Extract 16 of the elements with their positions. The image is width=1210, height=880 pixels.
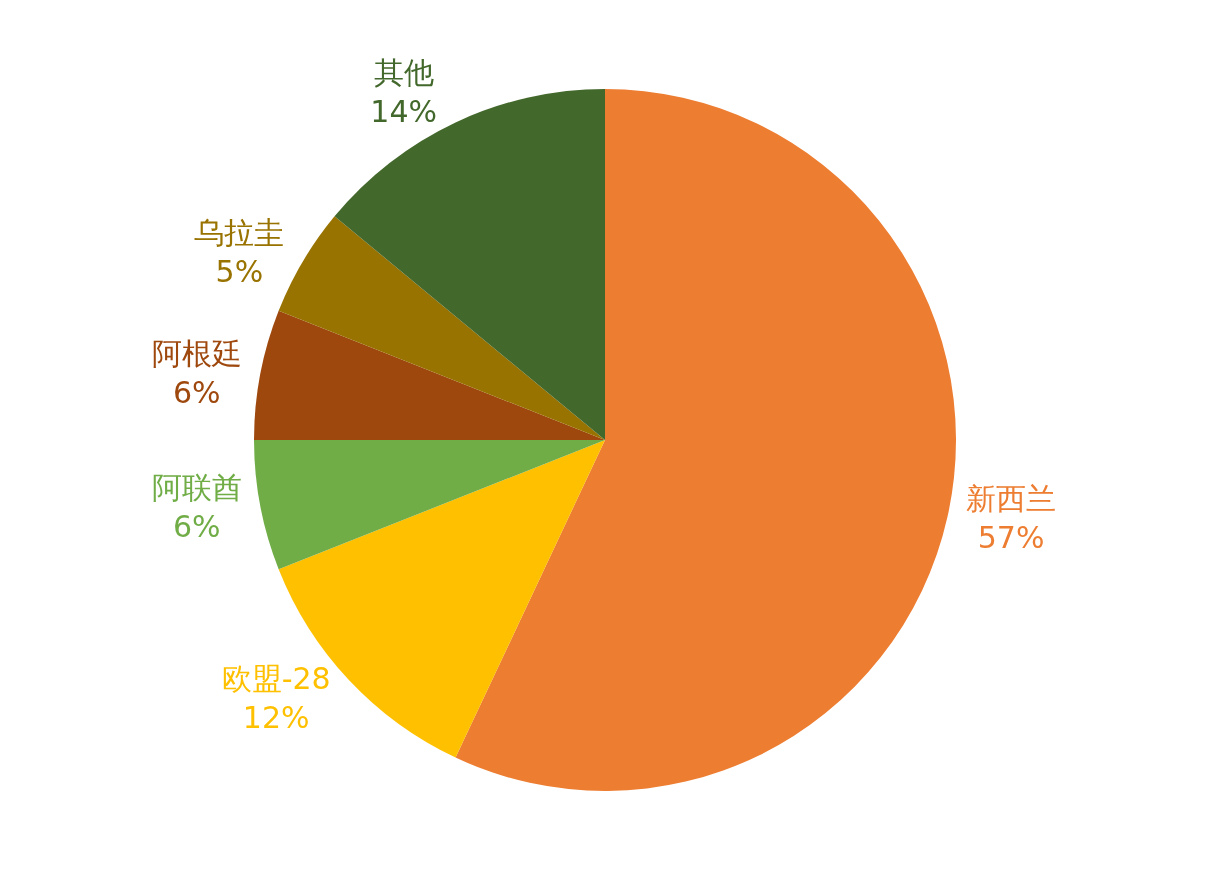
pie-slice [254,310,605,440]
pie-slice [254,440,605,570]
slice-label: 其他 [373,55,434,91]
data-label: 5% [215,253,264,289]
data-label: 6% [172,509,221,545]
data-label: 57% [977,520,1045,556]
slice-label: 乌拉圭 [194,214,285,250]
slice-label: 阿联酋 [151,470,242,506]
slice-label: 欧盟-28 [221,660,331,696]
slice-label: 阿根廷 [151,335,242,371]
pie-slice [455,89,956,791]
slice-label: 新西兰 [966,481,1057,517]
data-label: 12% [242,699,310,735]
pie-slice [334,89,605,440]
data-label: 14% [370,94,438,130]
data-label: 6% [172,374,221,410]
